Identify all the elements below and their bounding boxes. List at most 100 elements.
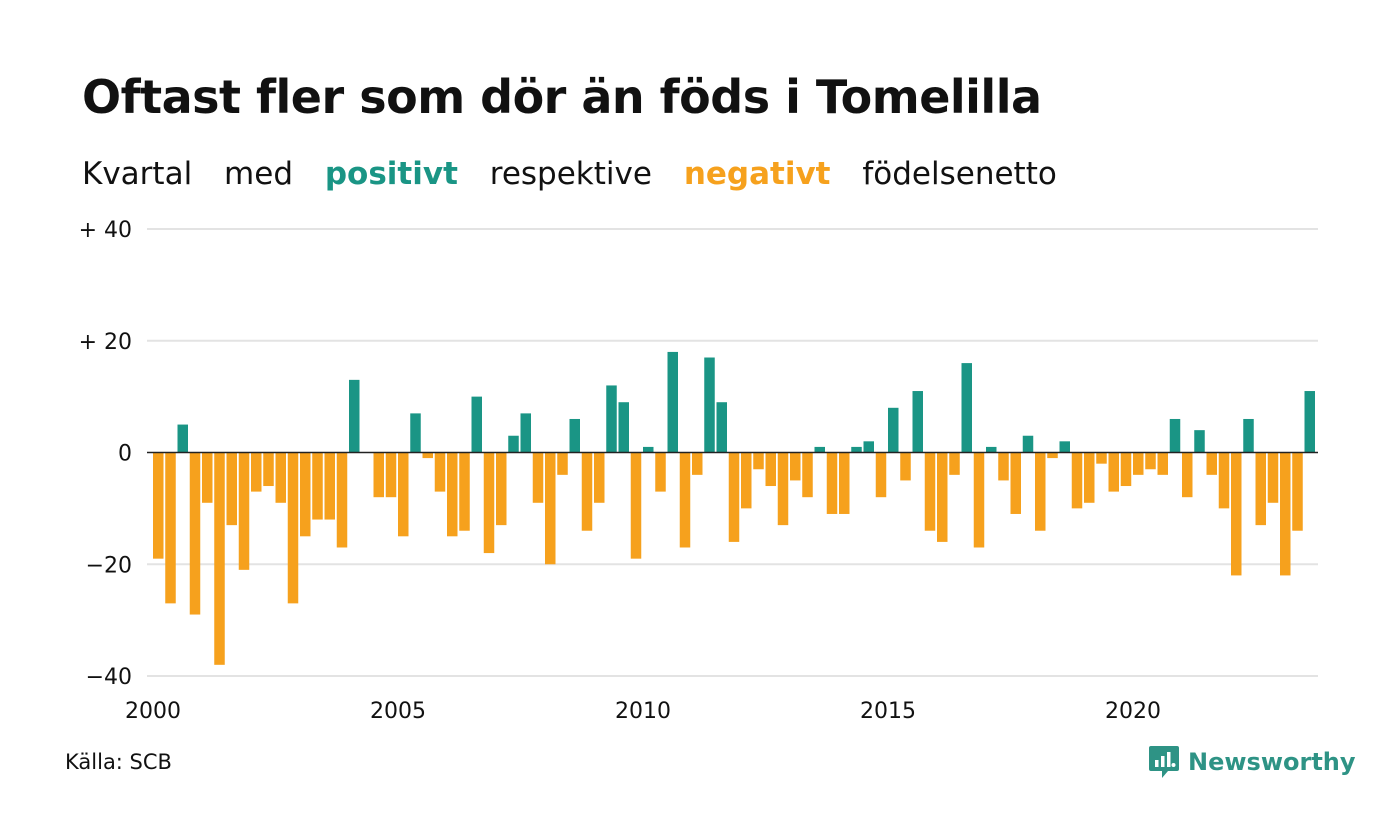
bar-positive (1022, 435, 1034, 453)
subtitle-word-respektive: respektive (489, 156, 652, 192)
bar-negative (226, 452, 237, 526)
gridlines (147, 228, 1318, 677)
bar-positive (177, 424, 188, 453)
bar-negative (287, 452, 299, 604)
bar-positive (888, 407, 899, 453)
bar-positive (814, 446, 825, 453)
bar-negative (741, 452, 752, 509)
bar-negative (692, 452, 703, 475)
bar-negative (679, 452, 691, 548)
bar-negative (312, 452, 323, 520)
bar-positive (508, 435, 519, 453)
bar-positive (618, 402, 629, 453)
bar-negative (1157, 452, 1168, 475)
bar-negative (728, 452, 740, 542)
bar-positive (1169, 418, 1181, 453)
bar-negative (214, 452, 225, 665)
bar-positive (349, 379, 360, 453)
bar-negative (1182, 452, 1193, 498)
bar-negative (422, 452, 433, 459)
subtitle-word-fodelsenetto: födelsenetto (862, 156, 1057, 192)
bar-negative (1145, 452, 1156, 470)
bar-negative (385, 452, 397, 498)
subtitle-positive: positivt (324, 156, 458, 192)
bars (153, 351, 1315, 665)
bar-negative (777, 452, 789, 526)
bar-positive (716, 402, 727, 453)
bar-negative (1120, 452, 1132, 487)
bar-negative (1280, 452, 1291, 576)
y-axis: + 40 + 20 0 −20 −40 (79, 218, 132, 690)
newsworthy-logo-icon (1149, 746, 1179, 778)
x-tick-label: 2000 (125, 699, 181, 724)
bar-negative (1255, 452, 1266, 526)
bar-negative (434, 452, 446, 492)
y-tick-label: 0 (118, 442, 132, 467)
bar-negative (459, 452, 470, 531)
bar-positive (704, 357, 715, 453)
bar-negative (165, 452, 176, 604)
bar-negative (324, 452, 335, 520)
x-tick-label: 2010 (615, 699, 671, 724)
bar-negative (275, 452, 286, 503)
bar-negative (545, 452, 556, 565)
bar-positive (1194, 430, 1205, 453)
bar-negative (483, 452, 495, 554)
x-tick-label: 2015 (860, 699, 916, 724)
newsworthy-logo: Newsworthy (1148, 745, 1356, 779)
bar-negative (1231, 452, 1242, 576)
bar-negative (373, 452, 384, 498)
bar-negative (189, 452, 201, 615)
bar-negative (790, 452, 801, 481)
bar-positive (1243, 418, 1254, 453)
bar-negative (1292, 452, 1303, 531)
bar-positive (1059, 441, 1070, 453)
subtitle-negative: negativt (683, 156, 831, 192)
bar-negative (1267, 452, 1279, 503)
bar-negative (1071, 452, 1083, 509)
bar-negative (447, 452, 458, 537)
bar-positive (851, 446, 862, 453)
brand-name: Newsworthy (1188, 748, 1356, 776)
bar-negative (1035, 452, 1046, 531)
bar-positive (569, 418, 580, 453)
bar-negative (937, 452, 948, 542)
bar-negative (532, 452, 544, 503)
bar-negative (1108, 452, 1119, 492)
bar-positive (606, 385, 617, 453)
bar-negative (753, 452, 764, 470)
bar-negative (1133, 452, 1144, 475)
bar-negative (802, 452, 813, 498)
chart-title: Oftast fler som dör än föds i Tomelilla (82, 70, 1042, 124)
bar-negative (875, 452, 887, 498)
y-tick-label: −40 (86, 665, 132, 690)
y-tick-label: + 40 (79, 218, 132, 243)
bar-negative (336, 452, 348, 548)
bar-negative (1096, 452, 1107, 464)
bar-positive (410, 413, 421, 453)
bar-negative (263, 452, 274, 487)
bar-positive (471, 396, 482, 453)
bar-negative (765, 452, 776, 487)
bar-negative (153, 452, 164, 559)
bar-negative (398, 452, 409, 537)
bar-negative (839, 452, 850, 514)
bar-negative (900, 452, 911, 481)
bar-negative (581, 452, 593, 531)
x-tick-label: 2020 (1105, 699, 1161, 724)
bar-negative (238, 452, 250, 570)
bar-positive (667, 351, 678, 453)
bar-negative (973, 452, 985, 548)
bar-positive (520, 413, 531, 453)
x-axis: 2000 2005 2010 2015 2020 (125, 699, 1161, 724)
x-tick-label: 2005 (370, 699, 426, 724)
bar-positive (1304, 391, 1315, 453)
bar-negative (202, 452, 213, 503)
y-tick-label: + 20 (79, 330, 132, 355)
subtitle-word-med: med (224, 156, 293, 192)
bar-negative (594, 452, 605, 503)
bar-negative (1047, 452, 1058, 459)
y-tick-label: −20 (86, 553, 132, 578)
bar-negative (1084, 452, 1095, 503)
bar-negative (949, 452, 960, 475)
